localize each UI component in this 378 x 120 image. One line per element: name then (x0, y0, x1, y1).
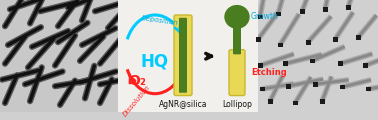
Bar (118, 0, 258, 112)
Bar (268, 99, 273, 104)
Bar (257, 63, 262, 68)
Text: Etching: Etching (251, 68, 287, 77)
Bar (363, 63, 367, 68)
FancyBboxPatch shape (174, 15, 192, 96)
Text: O₂: O₂ (128, 74, 146, 88)
Bar (0, 0, 118, 112)
Bar (276, 12, 280, 16)
FancyBboxPatch shape (229, 50, 245, 96)
Bar (260, 87, 265, 91)
Text: Dissolution: Dissolution (122, 84, 152, 118)
Bar (305, 40, 310, 45)
Bar (293, 101, 297, 105)
Text: Growth: Growth (251, 12, 279, 21)
Text: AgNR@silica: AgNR@silica (159, 100, 207, 109)
Bar (285, 84, 291, 89)
Bar (345, 5, 350, 10)
Bar (310, 59, 314, 63)
Bar (322, 7, 327, 12)
Bar (277, 43, 282, 47)
Bar (339, 85, 344, 90)
Bar (299, 9, 305, 14)
FancyBboxPatch shape (179, 18, 187, 93)
Bar (319, 99, 324, 104)
Text: Deposition: Deposition (141, 15, 179, 26)
Bar (333, 37, 338, 42)
Bar (258, 0, 378, 112)
Bar (313, 82, 318, 87)
Bar (355, 35, 361, 40)
Bar (282, 61, 288, 66)
Bar (257, 15, 262, 19)
Text: HQ: HQ (141, 53, 169, 71)
Text: Lollipop: Lollipop (222, 100, 252, 109)
Circle shape (225, 6, 249, 28)
FancyBboxPatch shape (233, 27, 241, 54)
Bar (338, 61, 342, 66)
Bar (366, 87, 370, 91)
Bar (256, 37, 260, 42)
